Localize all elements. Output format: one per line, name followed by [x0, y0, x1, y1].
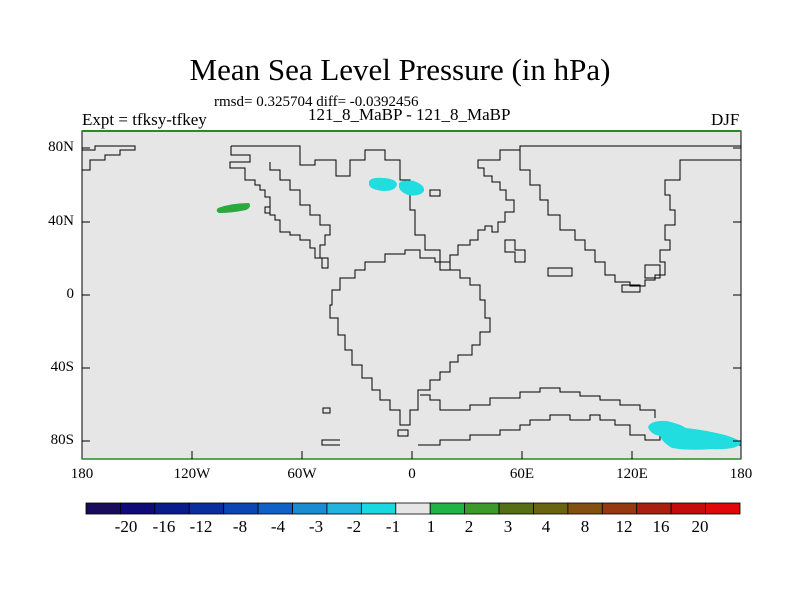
coastline-north-america — [229, 146, 331, 269]
x-tick-label-0: 0 — [408, 466, 416, 482]
coastline-arctic-left — [82, 145, 136, 171]
colorbar-swatch — [601, 502, 638, 515]
map-title: Mean Sea Level Pressure (in hPa) — [189, 52, 611, 87]
colorbar-label: -2 — [346, 517, 362, 536]
colorbar — [85, 502, 741, 515]
green-anomaly-pacific — [216, 203, 250, 213]
colorbar-label: 3 — [503, 517, 513, 536]
y-tick-label-0: 0 — [66, 286, 75, 302]
x-tick-label-120w: 120W — [173, 466, 211, 482]
colorbar-swatch — [85, 502, 121, 515]
colorbar-label: -4 — [270, 517, 286, 536]
x-tick-label-180w: 180 — [70, 466, 94, 482]
colorbar-label: -1 — [385, 517, 401, 536]
coastline-island-2 — [547, 267, 573, 277]
colorbar-label: 8 — [580, 517, 590, 536]
coastline-island-4 — [644, 264, 661, 279]
colorbar-label: -20 — [114, 517, 138, 536]
colorbar-swatch — [395, 502, 431, 515]
colorbar-label: -12 — [189, 517, 213, 536]
case-label: 121_8_MaBP - 121_8_MaBP — [308, 105, 511, 124]
colorbar-swatch — [257, 502, 293, 515]
y-tick-label-40s: 40S — [50, 359, 74, 375]
season-label: DJF — [711, 110, 740, 129]
cyan-anomaly-north — [369, 177, 397, 191]
coastline-island-6 — [397, 429, 409, 437]
coastline-island-3 — [621, 284, 641, 293]
colorbar-label: 4 — [541, 517, 551, 536]
colorbar-swatch — [223, 502, 259, 515]
coastline-island-1 — [504, 239, 526, 263]
y-tick-label-80s: 80S — [50, 432, 74, 448]
cyan-anomaly-north-2 — [399, 180, 425, 196]
x-tick-label-120e: 120E — [616, 466, 648, 482]
x-ticks — [191, 451, 633, 459]
coastline-island-8 — [264, 206, 271, 214]
colorbar-swatch — [326, 502, 362, 515]
colorbar-swatch — [567, 502, 603, 515]
y-tick-label-40n: 40N — [48, 213, 74, 229]
stats-label: rmsd= 0.325704 diff= -0.0392456 — [214, 94, 419, 110]
colorbar-swatch — [464, 502, 500, 515]
coastline-island-7 — [321, 439, 340, 446]
colorbar-swatch — [154, 502, 190, 515]
colorbar-label: 20 — [691, 517, 709, 536]
colorbar-swatch — [705, 502, 741, 515]
experiment-label: Expt = tfksy-tfkey — [82, 110, 207, 129]
colorbar-label: 1 — [426, 517, 436, 536]
colorbar-label: -8 — [232, 517, 248, 536]
coastline-south-america — [329, 249, 491, 426]
colorbar-swatch — [360, 502, 397, 515]
coastline-south-lobe — [420, 387, 656, 418]
x-tick-label-60w: 60W — [287, 466, 317, 482]
colorbar-label: 16 — [652, 517, 670, 536]
y-ticks — [82, 147, 741, 442]
colorbar-swatch — [636, 502, 672, 515]
colorbar-swatch — [188, 502, 225, 515]
y-tick-label-80n: 80N — [48, 139, 74, 155]
colorbar-label: -3 — [308, 517, 324, 536]
colorbar-swatch — [670, 502, 706, 515]
cyan-anomaly-south — [648, 420, 741, 450]
colorbar-label: 12 — [615, 517, 633, 536]
x-tick-label-60e: 60E — [509, 466, 535, 482]
coastline-eurasia — [519, 146, 741, 287]
colorbar-swatch — [120, 502, 156, 515]
coastline-island-5 — [322, 407, 331, 414]
colorbar-swatch — [292, 502, 328, 515]
colorbar-swatch — [533, 502, 569, 515]
colorbar-label: -16 — [152, 517, 176, 536]
x-tick-label-180e: 180 — [729, 466, 753, 482]
coastline-island-9 — [429, 189, 441, 197]
colorbar-swatch — [498, 502, 534, 515]
anomaly-fills — [216, 177, 741, 450]
coastline-greenland — [231, 145, 741, 271]
colorbar-swatch — [429, 502, 466, 515]
colorbar-label: 2 — [464, 517, 474, 536]
